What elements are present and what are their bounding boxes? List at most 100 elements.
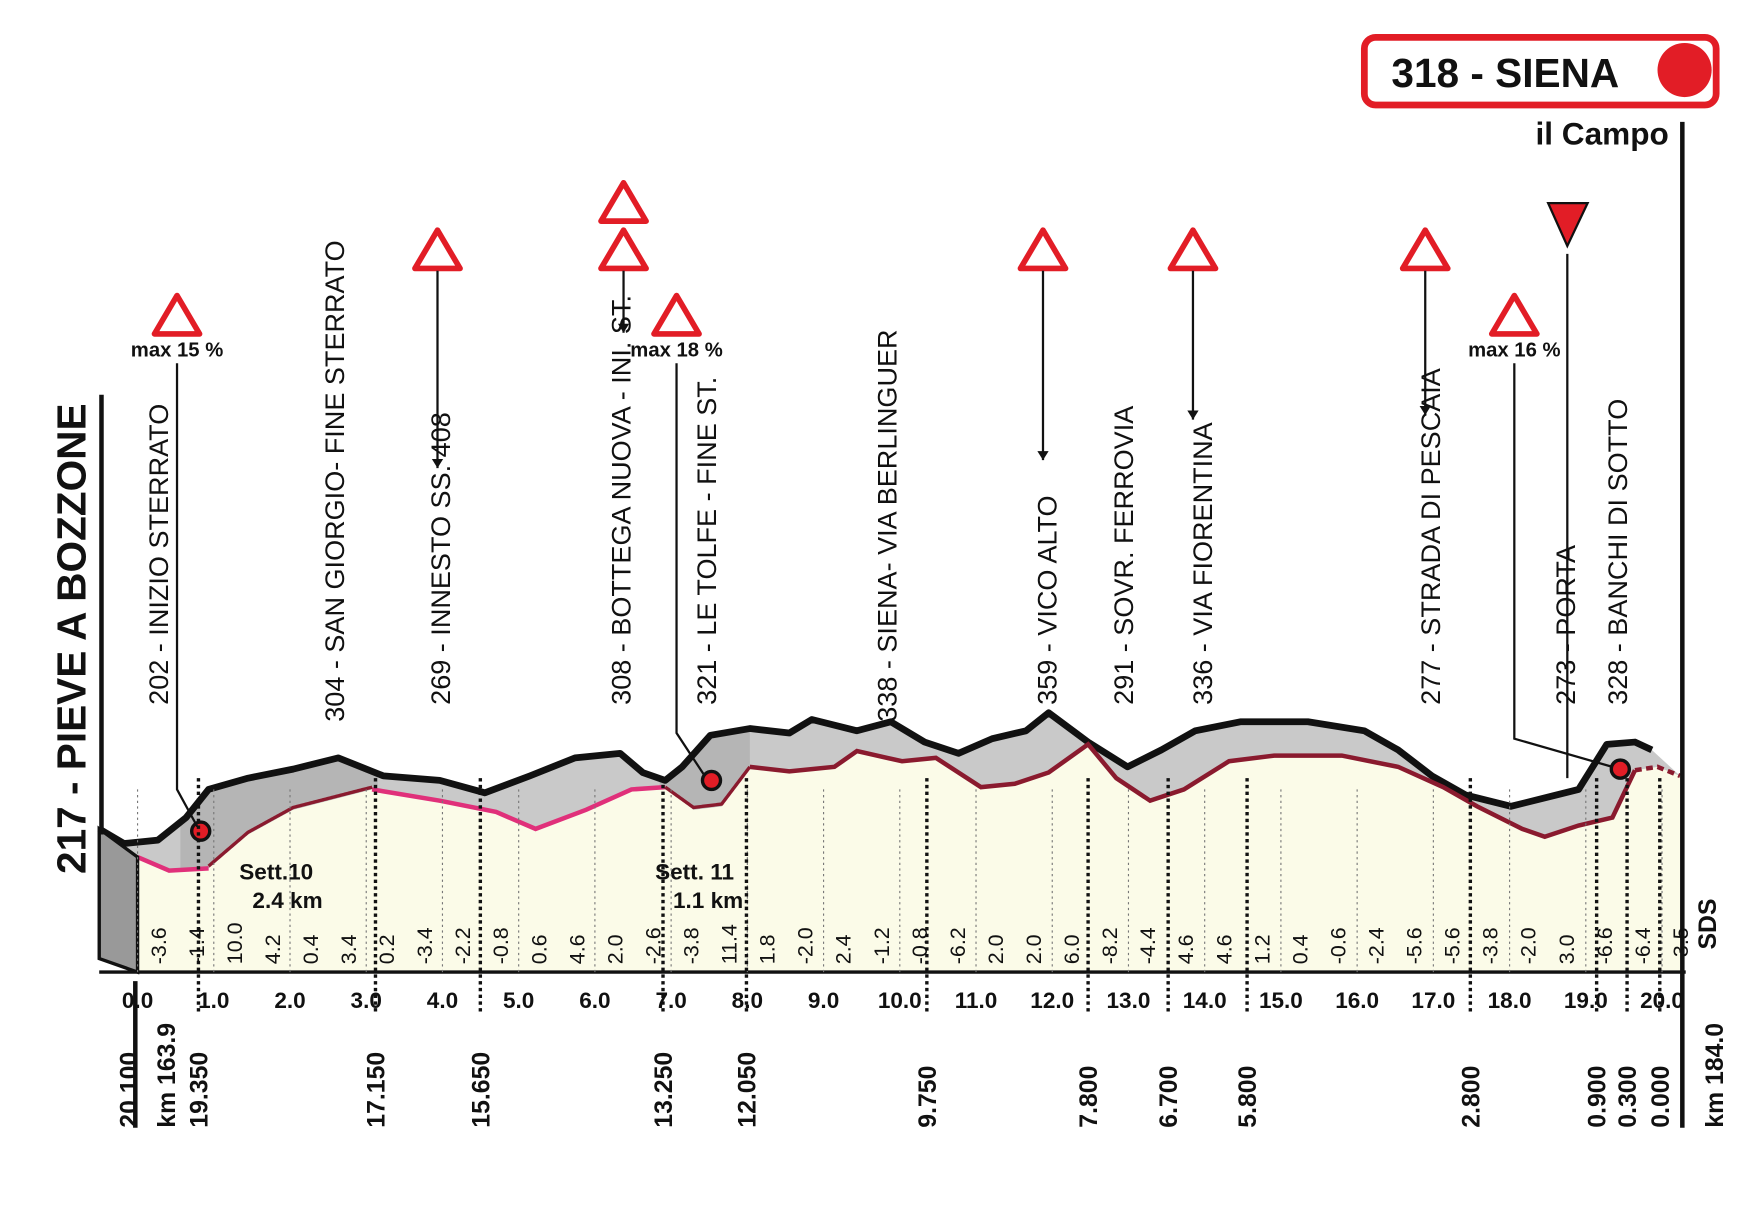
gradient: -5.6 [1441,927,1465,964]
gradient: -0.8 [489,927,513,964]
arrow-head [1419,406,1431,416]
gradient: -2.0 [794,927,818,964]
gradient: 2.0 [1022,934,1046,964]
gradient: 3.0 [1555,934,1579,964]
finish-icon [1657,42,1712,98]
waypoint-label: 359 - VICO ALTO [1033,495,1063,704]
km-label: 14.0 [1183,988,1227,1013]
gradient: -2.6 [641,927,665,964]
waypoint-label: 328 - BANCHI DI SOTTO [1603,399,1633,705]
finish-place: il Campo [1536,115,1669,151]
finish-box [1360,33,1720,109]
arrow-head [617,323,630,333]
remaining-km: 0.300 [1615,1066,1642,1128]
start-km: km 163.9 [154,1023,181,1128]
gradient: 1.8 [756,934,780,964]
gradient: -6.4 [1631,927,1655,964]
gradient: 0.4 [1288,934,1312,964]
km-label: 19.0 [1564,988,1608,1013]
finish-title: 318 - SIENA [1391,50,1619,96]
km-label: 15.0 [1259,988,1303,1013]
waypoint-label: 273 - PORTA [1551,545,1581,705]
climb-max: max 18 % [630,339,722,361]
logo: SDS [1695,899,1722,950]
road-line-gravel [207,765,752,868]
km-label: 1.0 [198,988,229,1013]
gradient: 10.0 [223,922,247,964]
gradient: -2.2 [451,927,475,964]
waypoint-label: 202 - INIZIO STERRATO [144,404,174,705]
remaining-km: 6.700 [1156,1066,1183,1128]
waypoint-label: 336 - VIA FIORENTINA [1188,422,1218,705]
gradient: -3.8 [680,927,704,964]
pointer [175,363,1613,828]
gradient: -2.0 [1517,927,1541,964]
warning-sign [1167,227,1219,272]
waypoint-label: 321 - LE TOLFE - FINE ST. [692,377,722,705]
gradient: 2.0 [603,934,627,964]
waypoint-label: 277 - STRADA DI PESCAIA [1416,368,1446,705]
km-label: 16.0 [1335,988,1379,1013]
sector-name: Sett.10 [239,860,313,885]
km-label: 6.0 [579,988,610,1013]
warning-sign [1488,292,1540,337]
km-label: 10.0 [878,988,922,1013]
remaining-km: 5.800 [1235,1066,1262,1128]
remaining-km: 9.750 [915,1066,942,1128]
gradient: -3.8 [1479,927,1503,964]
climb-max: max 15 % [131,339,223,361]
remaining-km: 0.900 [1585,1066,1612,1128]
gradient: 2.0 [984,934,1008,964]
gradient: -4.4 [1136,927,1160,964]
km-label: 7.0 [655,988,686,1013]
gradient: 0.4 [299,934,323,964]
gradient: 3.4 [337,934,361,964]
km-label: 4.0 [427,988,458,1013]
km-label: 2.0 [274,988,305,1013]
gradient: -2.4 [1365,927,1389,964]
km-label: 17.0 [1411,988,1455,1013]
km-label: 12.0 [1030,988,1074,1013]
road-line-pink [136,784,666,873]
waypoint-label: 338 - SIENA- VIA BERLINGUER [872,329,902,721]
warning-sign [651,292,702,337]
gradient: -3.5 [1669,927,1693,964]
km-label: 20.0 [1640,988,1684,1013]
gradient: 11.4 [718,924,742,964]
warning-sign [598,179,649,224]
gradient: -6.6 [1593,927,1617,964]
gradient: -0.8 [908,927,932,964]
remaining-km: 12.050 [734,1052,761,1128]
gradient: -6.2 [946,927,970,964]
warning-sign [151,292,203,337]
gradient: -0.6 [1326,927,1350,964]
gradient: -5.6 [1403,927,1427,964]
gradient: -8.2 [1098,927,1122,964]
gradient: 0.6 [527,934,551,964]
sector-length: 1.1 km [673,888,743,913]
arrow-head [1187,410,1199,420]
remaining-km: 13.250 [651,1052,678,1128]
sector-name: Sett. 11 [655,860,734,885]
waypoint-label: 308 - BOTTEGA NUOVA - INI. ST. [606,295,636,705]
gradient: 0.2 [375,934,399,964]
climb-max: max 16 % [1468,339,1560,361]
km-label: 13.0 [1107,988,1151,1013]
gradient: -1.2 [870,927,894,964]
waypoint-label: 291 - SOVR. FERROVIA [1109,406,1139,705]
waypoint-label: 304 - SAN GIORGIO- FINE STERRATO [320,240,350,721]
gradient: 4.6 [565,934,589,964]
remaining-km: 0.000 [1648,1066,1675,1128]
remaining-km: 19.350 [186,1052,213,1128]
warning-sign [598,227,649,272]
gradient: 1.2 [1250,934,1274,964]
waypoint-label: 269 - INNESTO SS. 408 [426,412,456,705]
warning-sign [412,227,463,272]
remaining-km: 2.800 [1458,1066,1485,1128]
gradient: -3.6 [147,927,171,964]
km-label: 18.0 [1488,988,1532,1013]
gradient: 4.6 [1174,934,1198,964]
gradient: 4.2 [261,934,285,964]
road-line-final [1634,764,1681,778]
